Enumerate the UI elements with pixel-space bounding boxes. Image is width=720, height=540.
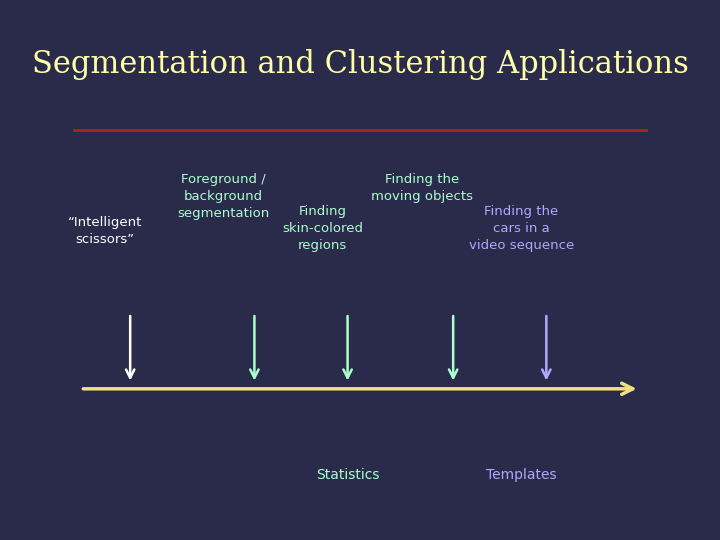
Text: Templates: Templates [486,468,557,482]
Text: “Intelligent
scissors”: “Intelligent scissors” [68,216,143,246]
Text: Finding the
moving objects: Finding the moving objects [371,173,473,203]
Text: Segmentation and Clustering Applications: Segmentation and Clustering Applications [32,49,688,80]
Text: Foreground /
background
segmentation: Foreground / background segmentation [177,173,269,220]
Text: Finding
skin-colored
regions: Finding skin-colored regions [282,205,363,252]
Text: Finding the
cars in a
video sequence: Finding the cars in a video sequence [469,205,574,252]
Text: Statistics: Statistics [316,468,379,482]
